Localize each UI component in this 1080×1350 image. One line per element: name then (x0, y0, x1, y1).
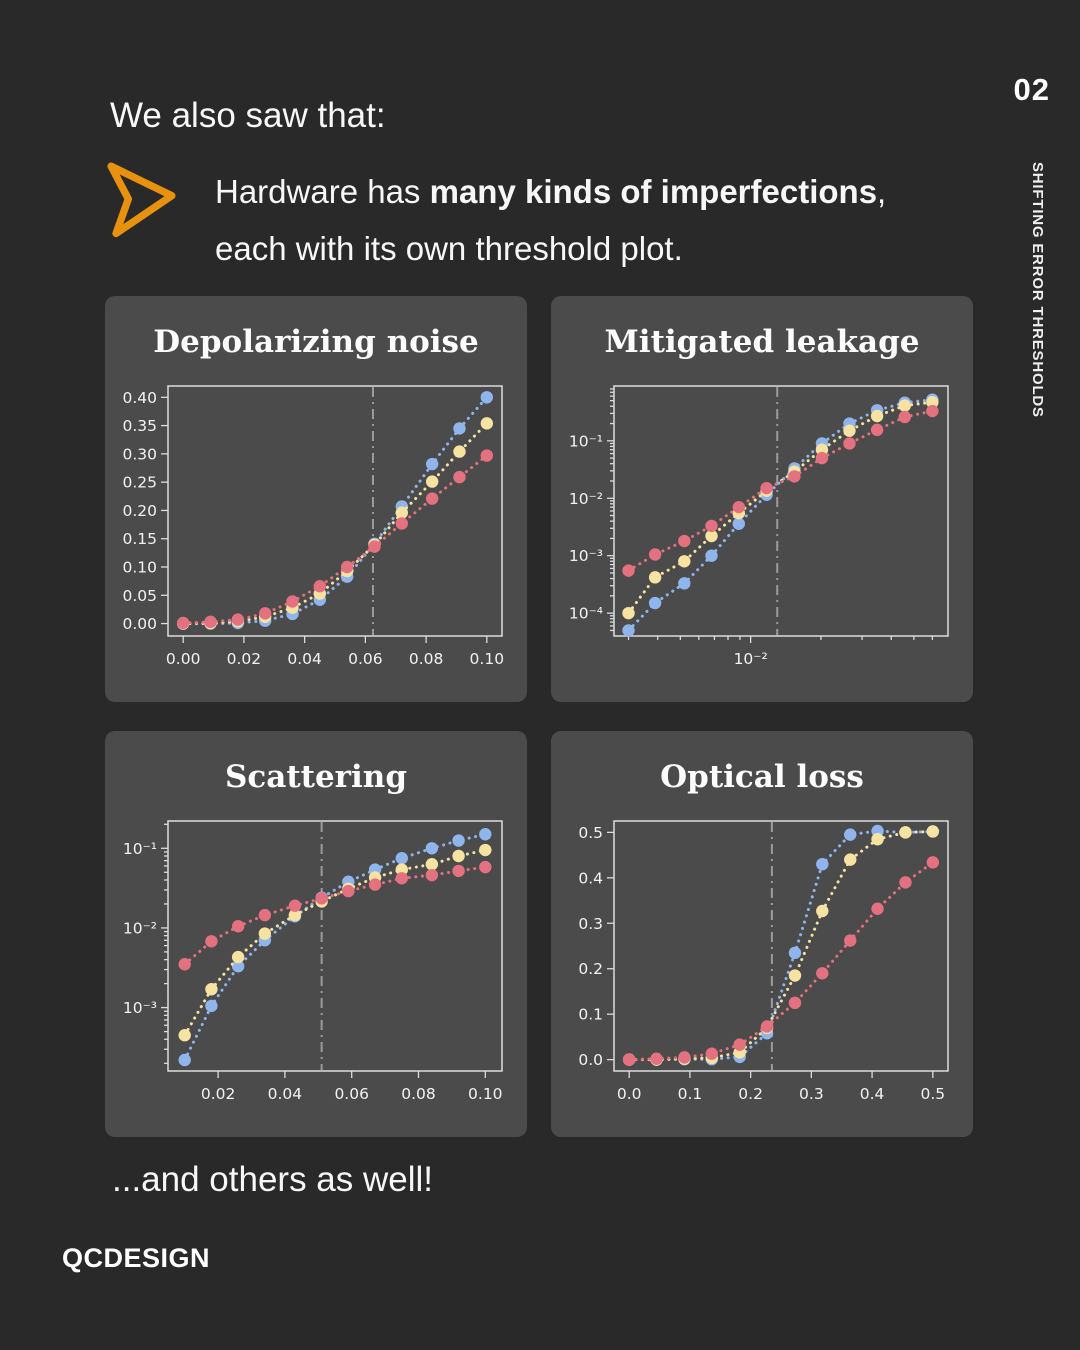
chart-title: Scattering (224, 759, 408, 795)
footer-note: ...and others as well! (112, 1160, 433, 1199)
svg-text:0.3: 0.3 (799, 1085, 824, 1103)
bullet-line1-post: , (877, 173, 887, 210)
svg-text:0.08: 0.08 (401, 1085, 436, 1103)
logo-wordmark: QCDESIGN (62, 1243, 211, 1273)
svg-text:0.30: 0.30 (122, 445, 157, 463)
intro-text: We also saw that: (110, 96, 386, 135)
svg-text:0.20: 0.20 (122, 502, 157, 520)
svg-text:0.04: 0.04 (268, 1085, 303, 1103)
svg-text:0.02: 0.02 (227, 650, 262, 668)
bullet-text: Hardware has many kinds of imperfections… (215, 163, 886, 277)
svg-text:10⁻²: 10⁻² (734, 650, 768, 668)
bullet-line1-bold: many kinds of imperfections (429, 173, 878, 210)
svg-text:0.1: 0.1 (578, 1006, 603, 1024)
svg-text:0.00: 0.00 (166, 650, 201, 668)
svg-text:0.10: 0.10 (470, 650, 505, 668)
svg-text:10⁻¹: 10⁻¹ (123, 840, 157, 858)
chart-card-scattering: Scattering 0.02 0.04 0.06 0.08 0.10 10⁻³ 10⁻² 1… (105, 731, 527, 1137)
page-number: 02 (1013, 72, 1050, 107)
chart-card-optical-loss: Optical loss 0.0 0.1 0.2 0.3 0.4 0.5 0.0 0.1 0.2… (551, 731, 973, 1137)
bullet-line2: each with its own threshold plot. (215, 230, 683, 267)
svg-text:10⁻³: 10⁻³ (123, 999, 157, 1017)
svg-text:0.08: 0.08 (409, 650, 444, 668)
svg-text:10⁻³: 10⁻³ (569, 547, 603, 565)
svg-text:10⁻²: 10⁻² (123, 919, 157, 937)
arrow-icon-path (107, 162, 176, 238)
svg-text:0.4: 0.4 (860, 1085, 885, 1103)
svg-text:0.25: 0.25 (122, 474, 157, 492)
svg-text:0.2: 0.2 (578, 960, 603, 978)
svg-text:0.40: 0.40 (122, 389, 157, 407)
arrow-icon (107, 162, 176, 238)
chart-title: Optical loss (660, 759, 864, 795)
chart-optical-loss: 0.0 0.1 0.2 0.3 0.4 0.5 0.0 0.1 0.2 0.3 0.4 0.5 (578, 820, 949, 1103)
svg-text:0.15: 0.15 (122, 530, 157, 548)
svg-text:0.5: 0.5 (920, 1085, 945, 1103)
svg-text:0.5: 0.5 (578, 824, 603, 842)
svg-text:0.1: 0.1 (678, 1085, 703, 1103)
svg-text:0.00: 0.00 (122, 615, 157, 633)
svg-text:0.3: 0.3 (578, 915, 603, 933)
svg-text:0.4: 0.4 (578, 869, 603, 887)
svg-text:0.35: 0.35 (122, 417, 157, 435)
svg-text:0.06: 0.06 (334, 1085, 369, 1103)
svg-text:0.06: 0.06 (348, 650, 383, 668)
svg-text:10⁻¹: 10⁻¹ (569, 432, 603, 450)
svg-text:0.0: 0.0 (578, 1051, 603, 1069)
chart-card-mitigated-leakage: Mitigated leakage 10⁻² 10⁻⁴ 10⁻³ 10⁻² 10⁻¹ (551, 296, 973, 702)
svg-text:0.10: 0.10 (468, 1085, 503, 1103)
side-title: SHIFTING ERROR THRESHOLDS (1029, 162, 1046, 418)
svg-text:10⁻⁴: 10⁻⁴ (569, 605, 603, 623)
svg-text:0.02: 0.02 (201, 1085, 236, 1103)
chart-card-depolarizing-noise: Depolarizing noise 0.00 0.02 0.04 0.06 0.08 0… (105, 296, 527, 702)
svg-text:0.2: 0.2 (738, 1085, 763, 1103)
bullet-line1-pre: Hardware has (215, 173, 430, 210)
chart-scattering: 0.02 0.04 0.06 0.08 0.10 10⁻³ 10⁻² 10⁻¹ (123, 820, 503, 1103)
chart-mitigated-leakage: 10⁻² 10⁻⁴ 10⁻³ 10⁻² 10⁻¹ (569, 385, 949, 668)
svg-text:10⁻²: 10⁻² (569, 490, 603, 508)
svg-text:0.10: 0.10 (122, 558, 157, 576)
chart-title: Depolarizing noise (153, 324, 479, 360)
svg-text:0.0: 0.0 (617, 1085, 642, 1103)
chart-title: Mitigated leakage (604, 324, 920, 360)
svg-text:0.05: 0.05 (122, 587, 157, 605)
svg-text:0.04: 0.04 (287, 650, 322, 668)
chart-depolarizing-noise: 0.00 0.02 0.04 0.06 0.08 0.10 0.00 0.05 0.10 0.15… (122, 385, 505, 668)
